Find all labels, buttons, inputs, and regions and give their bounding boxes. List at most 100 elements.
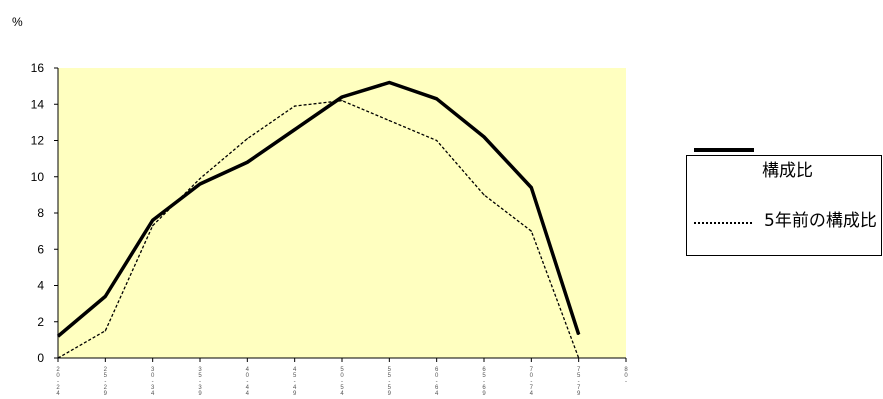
- x-tick-label: 65-69: [482, 367, 486, 397]
- x-tick-label-char: 4: [293, 385, 297, 391]
- x-tick-label: 75-79: [577, 367, 581, 397]
- x-tick-label-char: -: [199, 379, 201, 385]
- series-line-previous: [57, 99, 580, 359]
- point-current: [199, 183, 201, 185]
- x-tick-label-char: 5: [198, 373, 202, 379]
- x-tick-label-char: 0: [56, 373, 60, 379]
- point-current: [57, 335, 59, 337]
- point-previous: [57, 357, 59, 359]
- point-previous: [388, 119, 390, 122]
- x-tick-label-char: 0: [151, 373, 155, 379]
- series-line-current: [56, 80, 581, 338]
- x-tick-label-char: 4: [340, 391, 344, 397]
- x-tick-label-char: -: [57, 379, 59, 385]
- x-tick-label-char: 4: [293, 367, 297, 373]
- x-tick-label-char: 9: [198, 391, 202, 397]
- x-tick-label-char: 5: [340, 367, 344, 373]
- point-current: [530, 187, 532, 189]
- point-previous: [530, 230, 532, 232]
- y-tick-label: 10: [31, 170, 45, 184]
- legend-label-previous: 5年前の構成比: [764, 211, 877, 231]
- point-previous: [199, 177, 201, 180]
- x-tick-label: 60-64: [435, 367, 439, 397]
- x-tick-label-char: 6: [435, 367, 439, 373]
- plot-area: [58, 50, 626, 358]
- x-tick-label-char: 4: [246, 391, 250, 397]
- x-tick-label: 20-24: [56, 367, 60, 397]
- x-tick-label-char: 5: [388, 373, 392, 379]
- x-tick-label-char: 3: [151, 385, 155, 391]
- legend-label-current: 構成比: [762, 161, 813, 181]
- x-tick-label-char: 0: [340, 373, 344, 379]
- x-tick-label: 70-74: [530, 367, 534, 397]
- x-tick-label-char: 9: [388, 391, 392, 397]
- x-tick-label-char: -: [152, 379, 154, 385]
- y-tick-label: 14: [31, 97, 45, 111]
- x-tick-label-char: -: [104, 379, 106, 385]
- x-tick-label-char: 2: [104, 385, 108, 391]
- x-tick-label-char: -: [294, 379, 296, 385]
- x-tick-label-char: 7: [530, 385, 534, 391]
- x-tick-label-char: 2: [56, 385, 60, 391]
- point-current: [294, 129, 296, 131]
- point-previous: [578, 357, 580, 359]
- x-tick-label-char: 5: [388, 385, 392, 391]
- x-tick-label-char: 7: [577, 367, 581, 373]
- x-tick-label: 35-39: [198, 367, 202, 397]
- point-current: [152, 219, 154, 221]
- point-current: [388, 81, 390, 84]
- point-previous: [294, 105, 296, 107]
- x-tick-label-char: 0: [435, 373, 439, 379]
- x-tick-label-char: -: [388, 379, 390, 385]
- y-tick-label: 6: [37, 242, 44, 256]
- point-previous: [246, 138, 248, 140]
- x-tick-label-char: -: [483, 379, 485, 385]
- x-tick-label-char: -: [530, 379, 532, 385]
- x-tick-label-char: 6: [435, 385, 439, 391]
- x-tick-label: 80-: [624, 367, 628, 385]
- x-tick-label-char: 3: [198, 385, 202, 391]
- x-tick-label-char: 9: [482, 391, 486, 397]
- series-group: [56, 80, 581, 359]
- x-tick-label-char: 2: [104, 367, 108, 373]
- x-tick-label-char: 6: [482, 385, 486, 391]
- y-unit-label: %: [12, 15, 23, 29]
- x-tick-label-char: -: [246, 379, 248, 385]
- x-tick-label-char: -: [578, 379, 580, 385]
- x-tick-label: 25-29: [104, 367, 108, 397]
- x-tick-label-char: 5: [482, 373, 486, 379]
- point-current: [246, 161, 248, 163]
- x-tick-label-char: 0: [530, 373, 534, 379]
- y-tick-label: 4: [37, 279, 44, 293]
- x-tick-label-char: -: [625, 379, 627, 385]
- x-tick-label-char: -: [341, 379, 343, 385]
- x-tick-label-char: 5: [293, 373, 297, 379]
- point-previous: [436, 139, 438, 142]
- x-tick-label-char: -: [436, 379, 438, 385]
- y-tick-label: 12: [31, 134, 45, 148]
- x-tick-label-char: 7: [577, 385, 581, 391]
- x-tick-label: 40-44: [246, 367, 250, 397]
- x-tick-label-char: 4: [56, 391, 60, 397]
- x-tick-label-char: 0: [624, 373, 628, 379]
- x-tick-label-char: 2: [56, 367, 60, 373]
- x-tick-label-char: 4: [246, 385, 250, 391]
- point-current: [483, 136, 485, 138]
- x-tick-label-char: 7: [530, 367, 534, 373]
- x-tick-label-char: 4: [246, 367, 250, 373]
- x-tick-label-char: 5: [340, 385, 344, 391]
- y-tick-label: 16: [31, 61, 45, 75]
- x-tick-label-char: 8: [624, 367, 628, 373]
- x-tick-label-char: 4: [151, 391, 155, 397]
- x-tick-label-char: 4: [435, 391, 439, 397]
- point-previous: [104, 330, 106, 332]
- point-current: [436, 98, 438, 100]
- x-tick-label-char: 3: [151, 367, 155, 373]
- x-tick-label: 30-34: [151, 367, 155, 397]
- x-tick-label-char: 9: [577, 391, 581, 397]
- x-tick-label: 45-49: [293, 367, 297, 397]
- x-tick-label-char: 9: [293, 391, 297, 397]
- y-tick-label: 8: [37, 206, 44, 220]
- x-tick-label-char: 9: [104, 391, 108, 397]
- point-current: [104, 295, 106, 297]
